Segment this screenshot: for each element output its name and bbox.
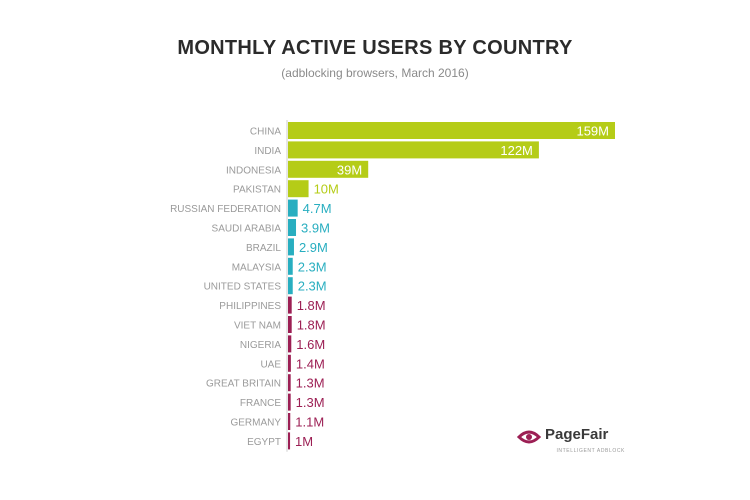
category-label-india: INDIA bbox=[254, 146, 281, 157]
value-label-egypt: 1M bbox=[295, 434, 313, 449]
bar-malaysia bbox=[288, 257, 293, 275]
value-label-viet-nam: 1.8M bbox=[297, 318, 326, 333]
category-label-viet-nam: VIET NAM bbox=[234, 321, 281, 332]
pagefair-logo-icon bbox=[516, 430, 542, 444]
value-label-great-britain: 1.3M bbox=[296, 376, 325, 391]
value-label-india: 122M bbox=[500, 143, 533, 158]
category-label-egypt: EGYPT bbox=[247, 437, 281, 448]
category-label-china: CHINA bbox=[250, 127, 281, 138]
bar-viet-nam bbox=[288, 316, 292, 333]
category-label-united-states: UNITED STATES bbox=[204, 282, 282, 293]
bar-russian-federation bbox=[288, 199, 298, 217]
category-label-great-britain: GREAT BRITAIN bbox=[206, 379, 281, 390]
value-label-russian-federation: 4.7M bbox=[303, 201, 332, 216]
bar-france bbox=[288, 393, 291, 411]
value-label-china: 159M bbox=[576, 124, 609, 139]
category-label-malaysia: MALAYSIA bbox=[232, 262, 282, 273]
value-label-malaysia: 2.3M bbox=[298, 259, 327, 274]
brand-logo: PageFair INTELLIGENT ADBLOCK bbox=[515, 424, 625, 458]
category-label-brazil: BRAZIL bbox=[246, 243, 281, 254]
value-label-indonesia: 39M bbox=[337, 162, 362, 177]
category-label-nigeria: NIGERIA bbox=[240, 340, 281, 351]
category-label-germany: GERMANY bbox=[230, 418, 281, 429]
bar-germany bbox=[288, 413, 291, 430]
value-label-philippines: 1.8M bbox=[297, 298, 326, 313]
bar-great-britain bbox=[288, 374, 291, 392]
category-label-saudi-arabia: SAUDI ARABIA bbox=[212, 224, 282, 235]
value-label-saudi-arabia: 3.9M bbox=[301, 221, 330, 236]
category-label-russian-federation: RUSSIAN FEDERATION bbox=[170, 204, 281, 215]
bar-egypt bbox=[288, 432, 291, 450]
chart-subtitle: (adblocking browsers, March 2016) bbox=[281, 66, 469, 80]
value-label-uae: 1.4M bbox=[296, 356, 325, 371]
value-label-france: 1.3M bbox=[296, 395, 325, 410]
brand-name: PageFair bbox=[545, 426, 609, 443]
category-label-uae: UAE bbox=[260, 359, 281, 370]
value-label-nigeria: 1.6M bbox=[296, 337, 325, 352]
value-label-united-states: 2.3M bbox=[298, 279, 327, 294]
bar-china bbox=[288, 122, 615, 139]
value-label-pakistan: 10M bbox=[314, 182, 339, 197]
brand-tagline: INTELLIGENT ADBLOCK bbox=[556, 448, 625, 454]
category-label-france: FRANCE bbox=[240, 398, 281, 409]
category-label-indonesia: INDONESIA bbox=[226, 165, 281, 176]
bar-nigeria bbox=[288, 335, 292, 353]
bar-uae bbox=[288, 354, 291, 372]
value-label-brazil: 2.9M bbox=[299, 240, 328, 255]
bar-indonesia bbox=[288, 160, 369, 178]
category-label-philippines: PHILIPPINES bbox=[219, 301, 281, 312]
bar-pakistan bbox=[288, 180, 309, 198]
bar-philippines bbox=[288, 296, 292, 314]
category-label-pakistan: PAKISTAN bbox=[233, 185, 281, 196]
bar-united-states bbox=[288, 277, 293, 295]
bar-brazil bbox=[288, 238, 294, 256]
chart-title: MONTHLY ACTIVE USERS BY COUNTRY bbox=[177, 37, 573, 59]
bar-india bbox=[288, 141, 539, 159]
value-label-germany: 1.1M bbox=[295, 415, 324, 430]
bar-saudi-arabia bbox=[288, 219, 297, 236]
